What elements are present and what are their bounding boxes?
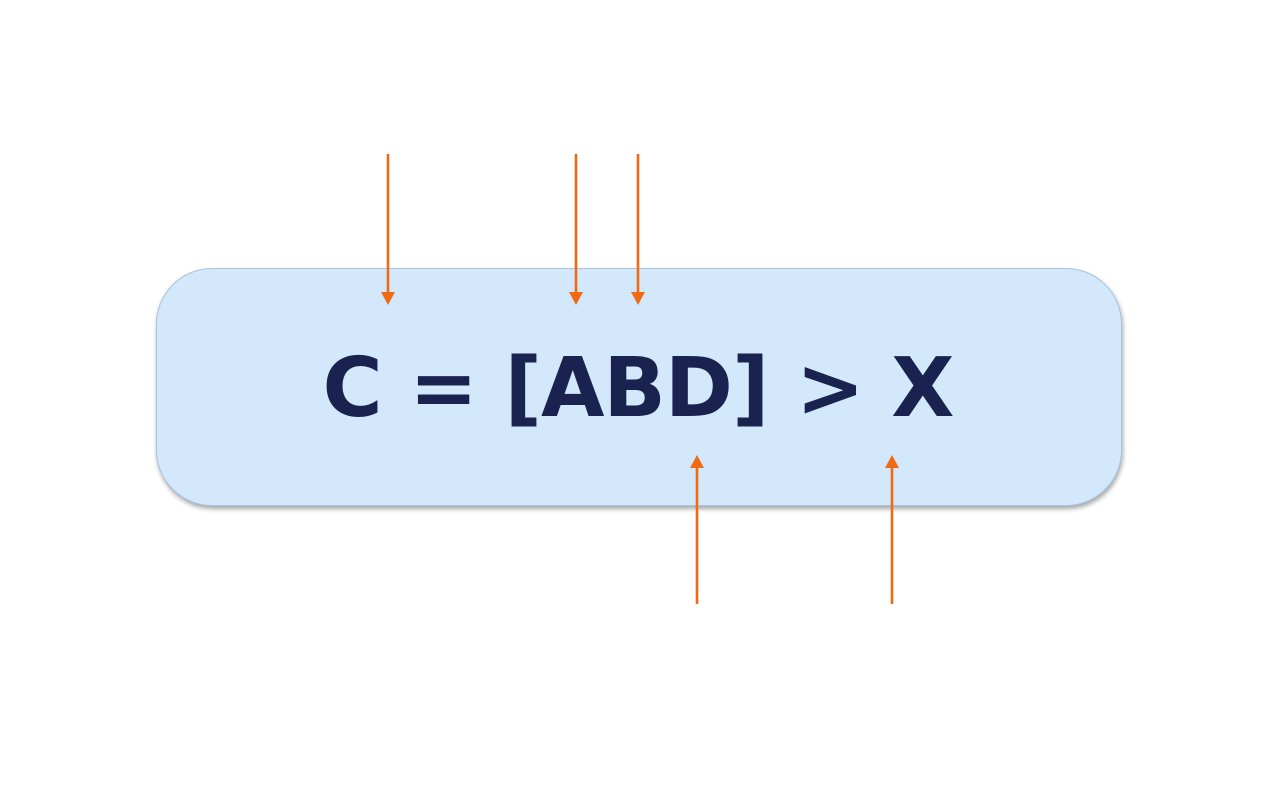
formula-text: C = [ABD] > X [322, 341, 955, 436]
formula-box: C = [ABD] > X [156, 268, 1122, 506]
